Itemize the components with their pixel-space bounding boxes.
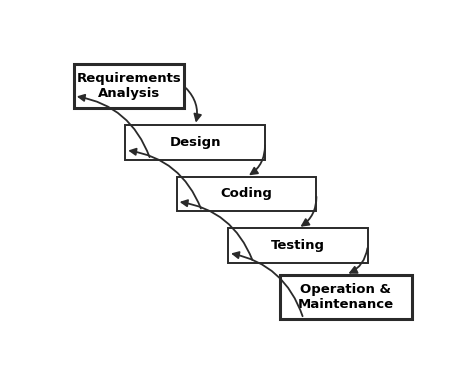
- Text: Design: Design: [169, 136, 221, 149]
- FancyBboxPatch shape: [74, 64, 184, 108]
- Text: Coding: Coding: [221, 187, 273, 201]
- FancyBboxPatch shape: [228, 228, 368, 263]
- Text: Testing: Testing: [271, 239, 325, 252]
- Text: Operation &
Maintenance: Operation & Maintenance: [298, 283, 394, 311]
- Text: Requirements
Analysis: Requirements Analysis: [77, 72, 182, 100]
- FancyBboxPatch shape: [125, 125, 265, 160]
- FancyBboxPatch shape: [177, 177, 316, 211]
- FancyBboxPatch shape: [280, 275, 412, 319]
